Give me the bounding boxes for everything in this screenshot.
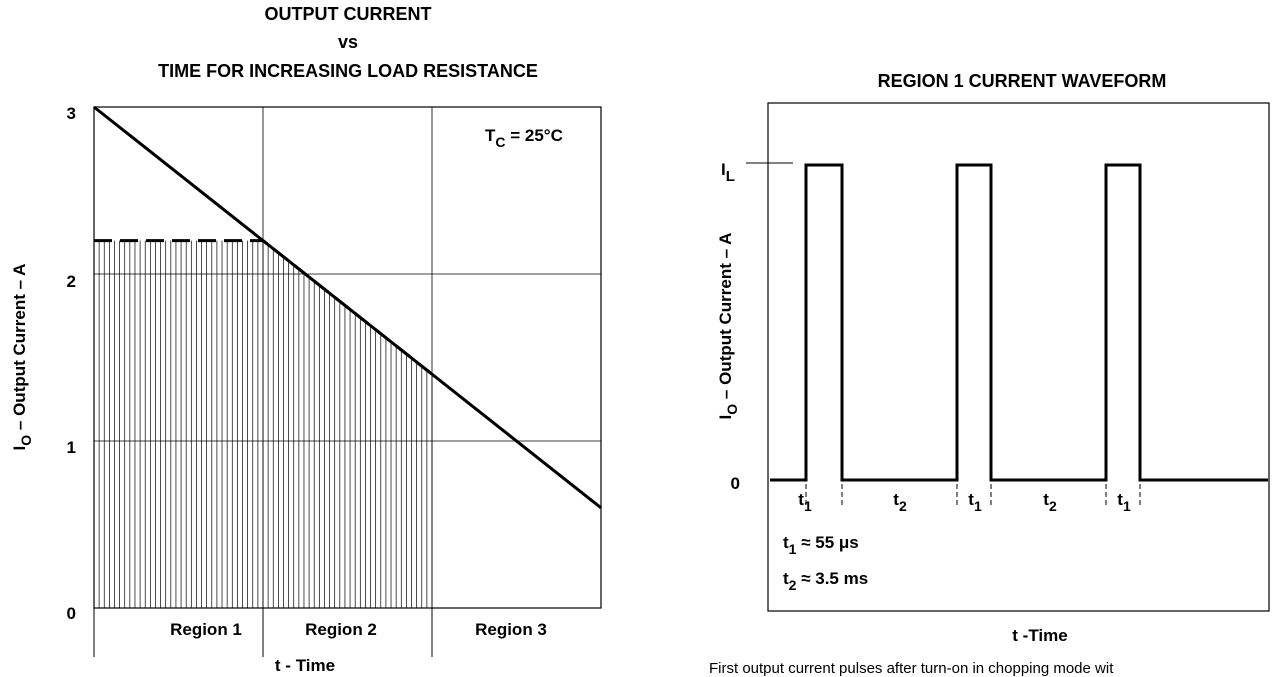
- t2-duration-label: t2 ≈ 3.5 ms: [783, 569, 868, 593]
- region-2-label: Region 2: [305, 620, 377, 639]
- left-x-axis-label: t - Time: [275, 656, 335, 675]
- interval-markers: [805, 484, 1141, 507]
- pulse-waveform: [770, 163, 1268, 482]
- right-x-axis-label: t -Time: [1012, 626, 1067, 645]
- left-title-line-2: vs: [338, 32, 358, 52]
- right-plot-frame: [767, 102, 1270, 612]
- region-1-label: Region 1: [170, 620, 242, 639]
- left-title-line-1: OUTPUT CURRENT: [265, 4, 432, 24]
- interval-label-t1-c: t1: [1117, 490, 1131, 514]
- left-grid: [94, 107, 601, 608]
- interval-label-t2-b: t2: [1043, 490, 1057, 514]
- ytick-1: 1: [67, 438, 76, 457]
- interval-label-t1-b: t1: [968, 490, 982, 514]
- caption: First output current pulses after turn-o…: [709, 660, 1114, 677]
- interval-label-t1-a: t1: [798, 490, 812, 514]
- ytick-2: 2: [67, 272, 76, 291]
- right-title: REGION 1 CURRENT WAVEFORM: [878, 71, 1167, 91]
- left-chart: OUTPUT CURRENT vs TIME FOR INCREASING LO…: [10, 4, 602, 675]
- left-title-line-3: TIME FOR INCREASING LOAD RESISTANCE: [158, 61, 538, 81]
- right-chart: REGION 1 CURRENT WAVEFORM IL 0 t1 t2 t1 …: [709, 71, 1270, 677]
- right-y-axis-label: IO – Output Current – A: [716, 233, 740, 420]
- temperature-annotation: TC = 25°C: [485, 126, 563, 150]
- series-line-dashed: [94, 239, 433, 376]
- zero-tick-label: 0: [731, 474, 740, 493]
- left-y-axis-label: IO – Output Current – A: [10, 264, 34, 451]
- il-tick-label: IL: [721, 160, 735, 185]
- shaded-region-hatch: [93, 240, 433, 608]
- ytick-0: 0: [67, 604, 76, 623]
- t1-duration-label: t1 ≈ 55 μs: [783, 533, 859, 557]
- interval-label-t2-a: t2: [893, 490, 907, 514]
- region-3-label: Region 3: [475, 620, 547, 639]
- ytick-3: 3: [67, 104, 76, 123]
- left-plot-frame: [93, 106, 602, 609]
